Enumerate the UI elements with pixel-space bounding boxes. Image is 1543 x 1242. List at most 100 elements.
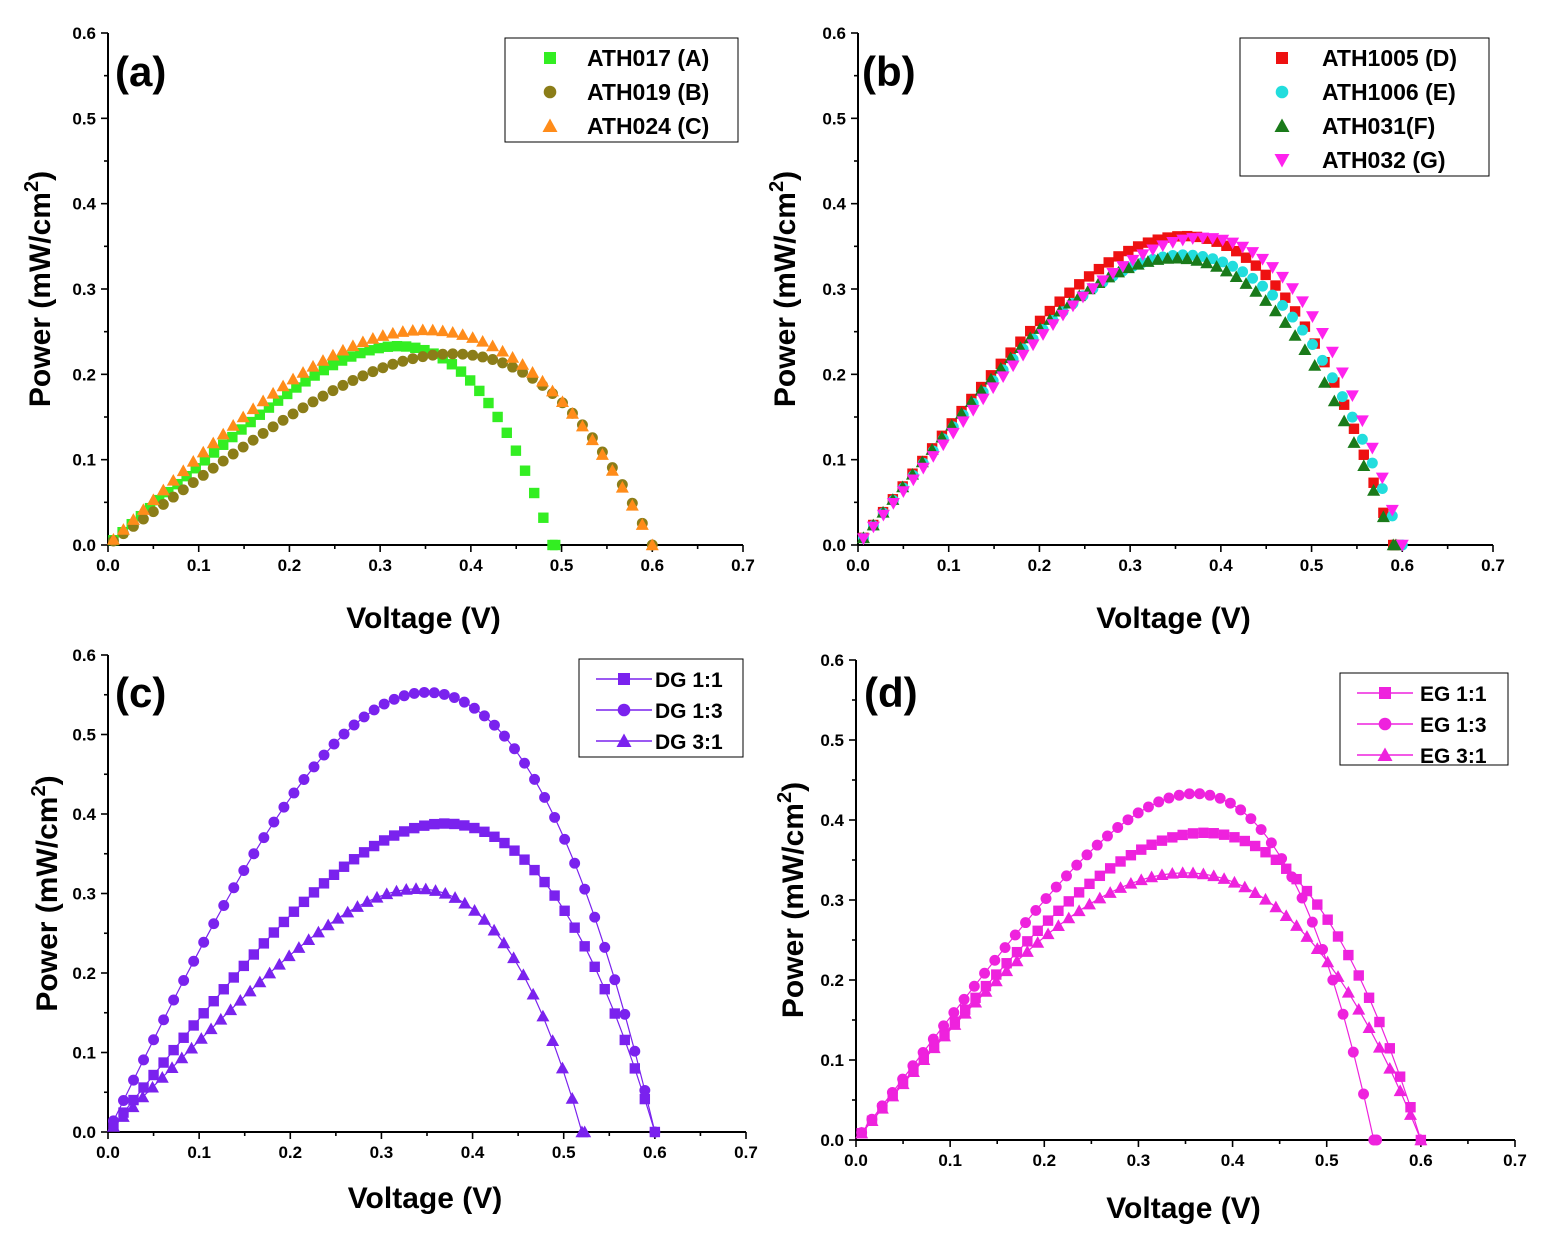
data-point [1166, 237, 1180, 249]
data-point [138, 1054, 150, 1066]
y-tick-label: 0.5 [822, 109, 846, 128]
data-point [321, 918, 335, 931]
data-point [1064, 287, 1075, 298]
data-point [1217, 872, 1231, 884]
legend-label: ATH019 (B) [587, 79, 709, 105]
data-point [1026, 339, 1040, 352]
series-ath031-f [856, 251, 1403, 551]
legend-marker [544, 52, 556, 64]
data-point [1256, 253, 1270, 266]
data-point [1054, 296, 1065, 307]
data-point [1227, 260, 1239, 272]
data-point [506, 351, 520, 363]
data-point [1198, 827, 1209, 839]
data-point [1042, 915, 1054, 926]
data-point [1237, 266, 1249, 278]
data-point [243, 984, 257, 997]
data-point [1376, 483, 1388, 495]
data-point [1268, 304, 1282, 317]
legend-label: EG 3:1 [1420, 745, 1487, 768]
data-point [1249, 285, 1263, 297]
data-point [1278, 316, 1292, 328]
data-point [297, 402, 309, 414]
data-point [278, 916, 290, 928]
data-point [438, 688, 450, 700]
data-point [1365, 442, 1379, 455]
data-point [609, 974, 621, 986]
data-point [186, 454, 200, 467]
data-point [497, 936, 511, 949]
data-point [292, 941, 306, 953]
data-point [629, 1045, 641, 1057]
data-point [536, 374, 550, 387]
data-point [446, 325, 460, 338]
data-point [1249, 840, 1261, 852]
legend-marker [542, 118, 558, 132]
data-point [1337, 1008, 1349, 1020]
data-point [287, 408, 299, 420]
data-point [248, 848, 260, 860]
data-point [1335, 367, 1349, 380]
data-point [1240, 252, 1252, 263]
data-point [509, 845, 520, 856]
y-tick-label: 0.5 [820, 731, 844, 750]
data-point [163, 486, 174, 498]
data-point [199, 455, 211, 466]
legend-box [1339, 672, 1509, 766]
data-point [1073, 887, 1085, 898]
data-point [1125, 850, 1137, 861]
data-point [378, 698, 390, 710]
data-point [477, 913, 491, 925]
data-point [272, 395, 284, 406]
data-point [1034, 315, 1046, 327]
data-point [410, 342, 421, 354]
data-point [1355, 415, 1369, 428]
series-eg-1-3 [856, 788, 1383, 1146]
data-point [639, 1093, 651, 1105]
data-point [1358, 1088, 1370, 1100]
data-point [1247, 272, 1259, 284]
x-tick-label: 0.1 [187, 556, 211, 575]
y-tick-label: 0.4 [72, 805, 96, 824]
data-point [237, 441, 249, 453]
data-point [1372, 1040, 1386, 1053]
data-point [267, 421, 279, 433]
data-point [1286, 283, 1300, 296]
data-point [519, 757, 530, 769]
data-point [348, 719, 360, 731]
x-tick-label: 0.0 [96, 556, 120, 575]
y-tick-label: 0.0 [820, 1131, 844, 1150]
data-point [468, 904, 482, 916]
data-point [197, 469, 209, 481]
data-point [555, 395, 569, 408]
data-point [936, 439, 950, 452]
x-tick-label: 0.6 [643, 1143, 667, 1162]
data-point [1020, 917, 1031, 929]
data-point [946, 427, 960, 440]
legend-label: ATH031(F) [1322, 113, 1435, 139]
data-point [539, 876, 550, 888]
y-tick-label: 0.3 [72, 885, 96, 904]
legend-item: EG 3:1 [1357, 745, 1487, 768]
data-point [1259, 892, 1273, 905]
data-point [360, 895, 374, 907]
data-point [390, 884, 404, 897]
data-point [378, 835, 390, 846]
data-point [1385, 504, 1399, 517]
data-point [569, 857, 581, 869]
data-point [166, 473, 180, 486]
data-point [1186, 866, 1200, 879]
data-point [373, 342, 384, 354]
data-point [263, 402, 275, 413]
data-point [1177, 829, 1188, 841]
series-ath017-a [108, 340, 561, 551]
data-point [464, 375, 476, 386]
legend-label: EG 1:1 [1420, 683, 1487, 706]
data-point [126, 513, 140, 525]
data-point [1357, 459, 1371, 471]
data-point [999, 942, 1011, 954]
data-point [526, 987, 540, 1000]
data-point [1062, 911, 1076, 924]
y-axis-title-superscript: 2 [774, 792, 796, 803]
